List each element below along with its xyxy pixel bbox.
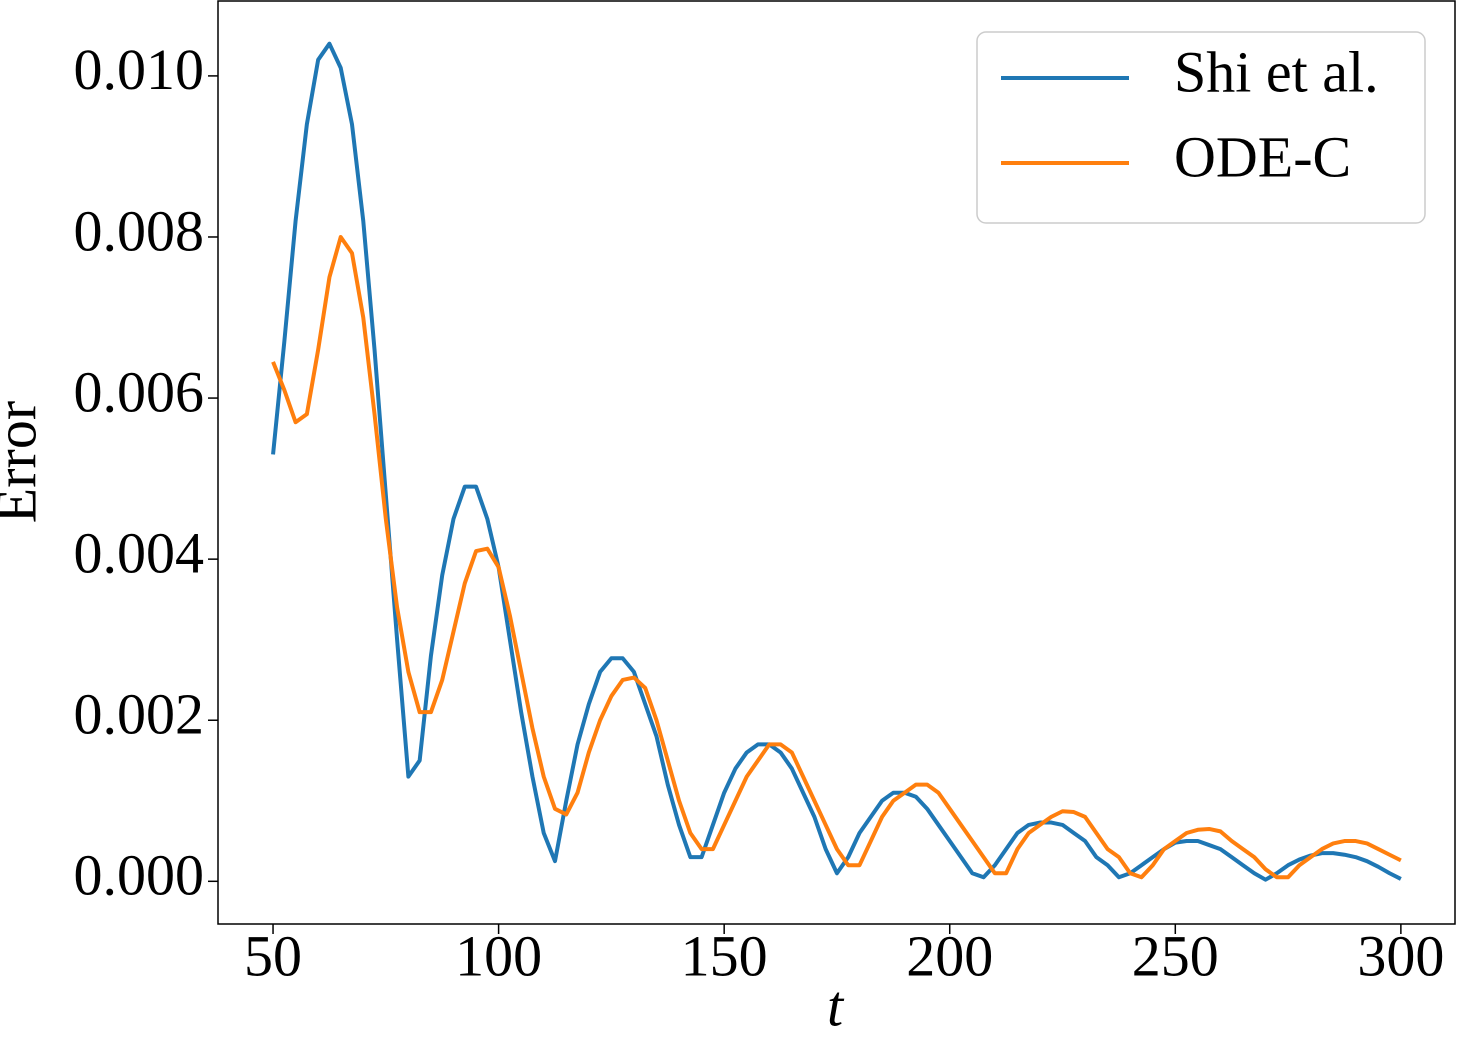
x-tick-label: 250 — [1132, 923, 1219, 988]
y-tick-label: 0.000 — [74, 843, 205, 908]
legend-label: ODE-C — [1174, 124, 1351, 189]
x-tick-label: 300 — [1357, 923, 1444, 988]
x-axis-label: t — [827, 973, 845, 1038]
data-line — [271, 41, 1402, 882]
y-tick-label: 0.006 — [74, 359, 205, 424]
y-tick-label: 0.004 — [74, 520, 205, 585]
x-tick-label: 100 — [455, 923, 542, 988]
data-line — [271, 234, 1402, 880]
y-tick-label: 0.010 — [74, 37, 205, 102]
y-axis-label: Error — [0, 401, 48, 523]
legend-label: Shi et al. — [1174, 39, 1379, 104]
plot-frame — [217, 0, 1456, 925]
x-tick-label: 150 — [681, 923, 768, 988]
y-tick-label: 0.008 — [74, 198, 205, 263]
x-tick-label: 200 — [906, 923, 993, 988]
x-tick-label: 50 — [244, 923, 302, 988]
y-tick-label: 0.002 — [74, 682, 205, 747]
